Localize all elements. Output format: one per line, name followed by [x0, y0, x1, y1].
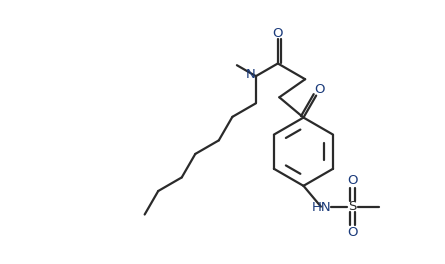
Text: O: O: [348, 174, 358, 187]
Text: O: O: [272, 27, 283, 40]
Text: O: O: [314, 83, 324, 96]
Text: N: N: [245, 68, 255, 81]
Text: HN: HN: [312, 201, 331, 214]
Text: O: O: [348, 227, 358, 239]
Text: S: S: [348, 200, 356, 213]
